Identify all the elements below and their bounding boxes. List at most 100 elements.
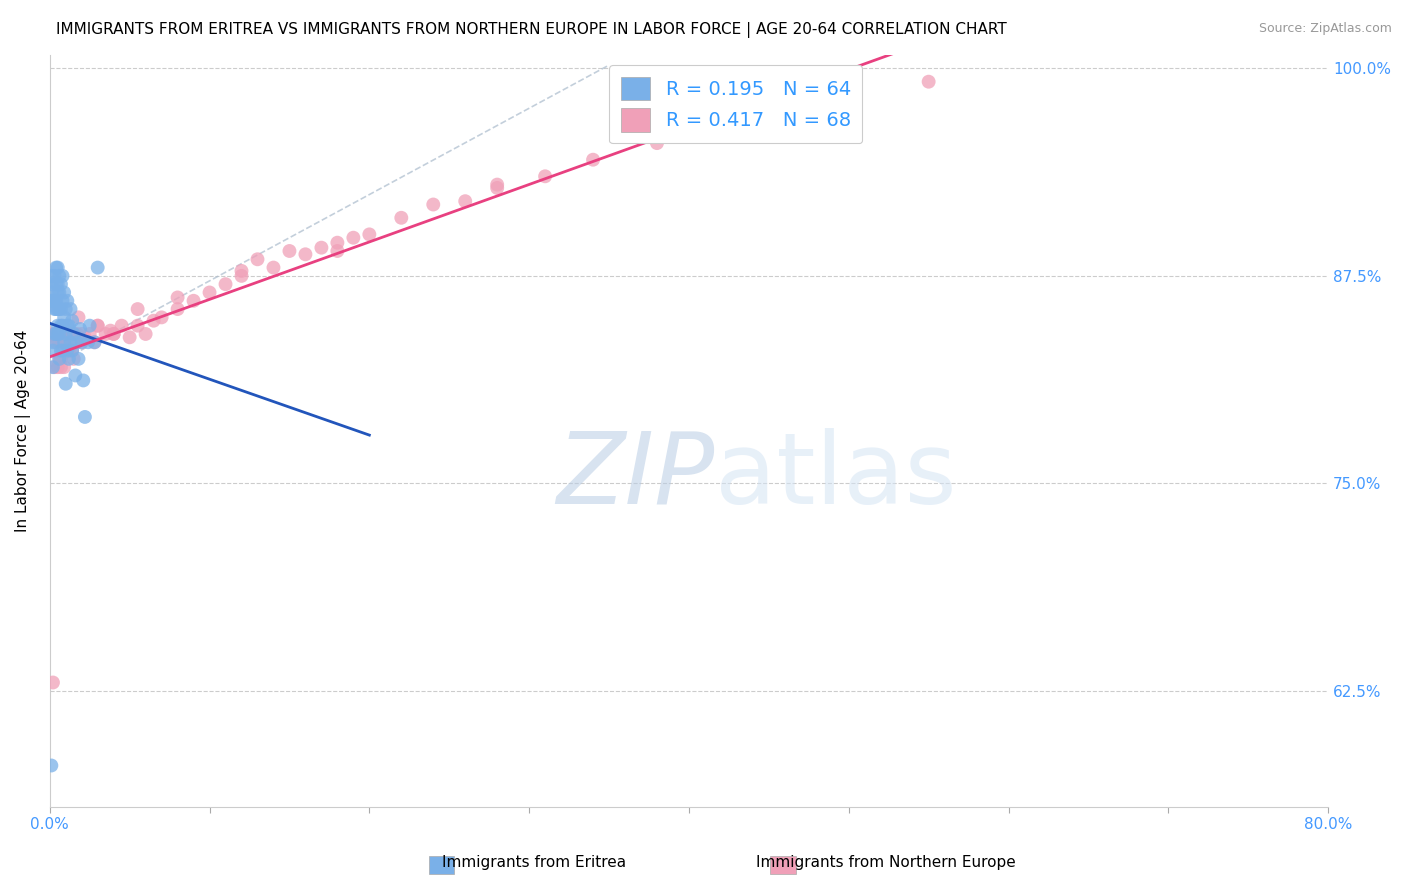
- Point: [59, 335, 82, 350]
- Point: [48, 285, 70, 300]
- Point: [56, 326, 79, 341]
- Point: [103, 326, 125, 341]
- Point: [46, 277, 69, 292]
- Point: [486, 181, 509, 195]
- Point: [51, 318, 73, 333]
- Point: [46, 260, 69, 275]
- Point: [41, 758, 63, 772]
- Point: [917, 75, 939, 89]
- Point: [42, 335, 65, 350]
- Y-axis label: In Labor Force | Age 20-64: In Labor Force | Age 20-64: [15, 330, 31, 533]
- Point: [45, 301, 67, 316]
- Point: [49, 360, 72, 375]
- Point: [41, 285, 63, 300]
- Point: [45, 293, 67, 308]
- Point: [79, 326, 101, 341]
- Point: [53, 335, 76, 350]
- Point: [534, 169, 557, 184]
- Point: [44, 301, 66, 316]
- Point: [55, 335, 77, 350]
- Point: [48, 351, 70, 366]
- Text: Immigrants from Eritrea: Immigrants from Eritrea: [443, 855, 626, 870]
- Point: [231, 264, 253, 278]
- Point: [55, 376, 77, 391]
- Point: [65, 368, 87, 383]
- Point: [127, 301, 149, 316]
- Point: [44, 326, 66, 341]
- Point: [263, 260, 285, 275]
- Point: [41, 277, 63, 292]
- Point: [111, 318, 134, 333]
- Point: [49, 343, 72, 358]
- Point: [60, 314, 83, 328]
- Point: [42, 360, 65, 375]
- Point: [326, 235, 349, 250]
- Point: [48, 268, 70, 283]
- Point: [66, 335, 89, 350]
- Point: [44, 360, 66, 375]
- Point: [48, 301, 70, 316]
- Point: [103, 326, 125, 341]
- Point: [62, 351, 84, 366]
- Point: [56, 343, 79, 358]
- Point: [59, 326, 82, 341]
- Point: [127, 318, 149, 333]
- Point: [70, 326, 93, 341]
- Point: [73, 409, 96, 424]
- Point: [100, 324, 122, 338]
- Point: [49, 277, 72, 292]
- Point: [326, 244, 349, 258]
- Point: [166, 301, 188, 316]
- Point: [46, 318, 69, 333]
- Point: [359, 227, 381, 242]
- Point: [645, 136, 668, 150]
- Point: [46, 285, 69, 300]
- Point: [150, 310, 173, 325]
- Point: [56, 318, 79, 333]
- Point: [51, 343, 73, 358]
- Point: [278, 244, 301, 258]
- Point: [77, 335, 100, 350]
- Point: [79, 318, 101, 333]
- Point: [46, 360, 69, 375]
- Point: [70, 335, 93, 350]
- Point: [67, 310, 90, 325]
- Point: [70, 335, 93, 350]
- Point: [55, 301, 77, 316]
- Point: [45, 335, 67, 350]
- Point: [86, 318, 108, 333]
- Point: [44, 293, 66, 308]
- Point: [62, 326, 84, 341]
- Point: [55, 326, 77, 341]
- Point: [83, 335, 105, 350]
- Point: [58, 318, 80, 333]
- Point: [69, 322, 91, 336]
- Point: [49, 351, 72, 366]
- Point: [51, 335, 73, 350]
- Point: [51, 268, 73, 283]
- Point: [41, 293, 63, 308]
- Point: [183, 293, 205, 308]
- Point: [45, 326, 67, 341]
- Point: [49, 318, 72, 333]
- Point: [42, 343, 65, 358]
- Point: [46, 326, 69, 341]
- Point: [42, 675, 65, 690]
- Point: [46, 301, 69, 316]
- Point: [42, 293, 65, 308]
- Point: [294, 247, 316, 261]
- Text: IMMIGRANTS FROM ERITREA VS IMMIGRANTS FROM NORTHERN EUROPE IN LABOR FORCE | AGE : IMMIGRANTS FROM ERITREA VS IMMIGRANTS FR…: [56, 22, 1007, 38]
- Point: [342, 230, 364, 244]
- Point: [454, 194, 477, 209]
- Point: [48, 326, 70, 341]
- Point: [231, 268, 253, 283]
- Point: [83, 335, 105, 350]
- Legend: R = 0.195   N = 64, R = 0.417   N = 68: R = 0.195 N = 64, R = 0.417 N = 68: [609, 65, 862, 144]
- Point: [62, 326, 84, 341]
- Text: ZIP: ZIP: [557, 427, 714, 524]
- Point: [142, 314, 165, 328]
- Point: [422, 197, 444, 211]
- Point: [60, 343, 83, 358]
- Point: [73, 330, 96, 344]
- Point: [53, 285, 76, 300]
